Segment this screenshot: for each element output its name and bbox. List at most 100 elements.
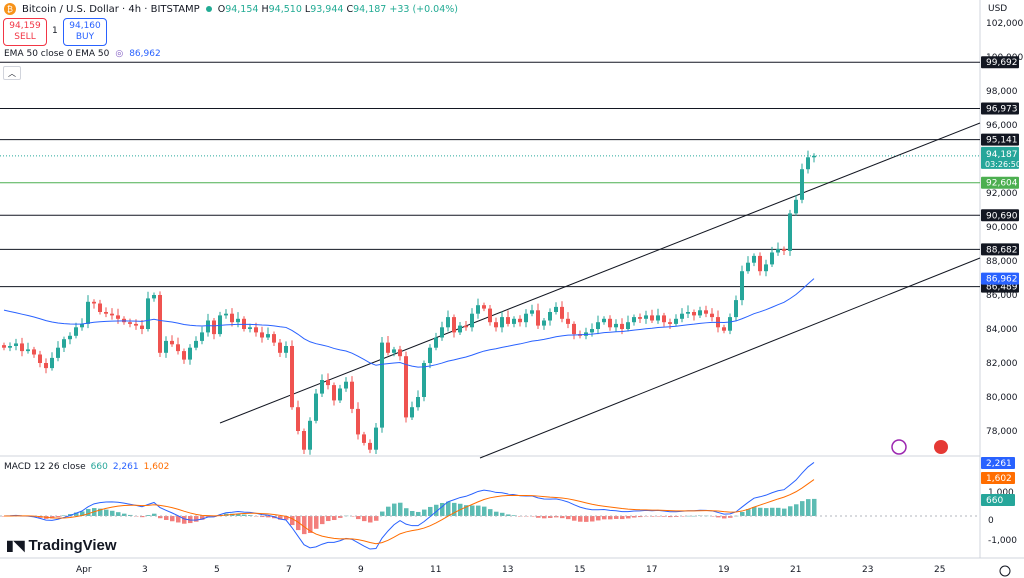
macd-histogram-bar bbox=[530, 516, 535, 517]
macd-histogram-bar bbox=[590, 516, 595, 522]
macd-histogram-bar bbox=[692, 515, 697, 517]
price-tick-label: 96,000 bbox=[986, 121, 1018, 131]
macd-line bbox=[3, 462, 815, 550]
buy-button[interactable]: 94,160 BUY bbox=[63, 18, 107, 46]
macd-histogram-bar bbox=[302, 516, 307, 535]
time-tick-label: 3 bbox=[142, 565, 148, 575]
macd-histogram-bar bbox=[386, 506, 391, 516]
candle bbox=[188, 347, 192, 360]
channel-upper-line bbox=[219, 122, 981, 424]
candle bbox=[440, 327, 444, 338]
macd-histogram-bar bbox=[404, 508, 409, 516]
level-badge bbox=[981, 133, 1019, 146]
currency-label[interactable]: USD bbox=[988, 4, 1008, 14]
candle bbox=[374, 427, 378, 450]
macd-histogram-bar bbox=[788, 506, 793, 516]
candle bbox=[434, 337, 438, 348]
macd-histogram-bar bbox=[686, 515, 691, 517]
time-tick-label: 19 bbox=[718, 565, 730, 575]
candle bbox=[344, 381, 348, 389]
time-tick-label: 11 bbox=[430, 565, 441, 575]
macd-histogram-bar bbox=[656, 516, 661, 517]
candle bbox=[176, 344, 180, 352]
macd-histogram-bar bbox=[614, 516, 619, 519]
price-tick-label: 86,000 bbox=[986, 291, 1018, 301]
macd-histogram-bar bbox=[548, 516, 553, 518]
candle bbox=[614, 323, 618, 328]
level-badge bbox=[981, 102, 1019, 115]
candle bbox=[368, 442, 372, 450]
candle bbox=[194, 340, 198, 348]
candle bbox=[758, 255, 762, 272]
candle bbox=[200, 332, 204, 341]
macd-badge bbox=[981, 457, 1015, 469]
macd-histogram-bar bbox=[260, 516, 265, 518]
candle bbox=[272, 334, 276, 343]
symbol-title[interactable]: Bitcoin / U.S. Dollar · 4h · BITSTAMP bbox=[22, 3, 200, 15]
candle bbox=[800, 169, 804, 200]
macd-histogram-bar bbox=[584, 516, 589, 522]
macd-histogram-bar bbox=[578, 516, 583, 522]
candle bbox=[740, 271, 744, 301]
macd-histogram-bar bbox=[158, 516, 163, 519]
macd-histogram-bar bbox=[632, 516, 637, 518]
macd-histogram-bar bbox=[722, 516, 727, 519]
macd-histogram-bar bbox=[128, 514, 133, 516]
candle bbox=[458, 325, 462, 333]
macd-histogram-bar bbox=[560, 516, 565, 519]
candle bbox=[218, 315, 222, 335]
macd-histogram-bar bbox=[752, 507, 757, 516]
macd-histogram-bar bbox=[140, 516, 145, 518]
macd-histogram-bar bbox=[746, 509, 751, 516]
time-tick-label: 5 bbox=[214, 565, 220, 575]
macd-histogram-bar bbox=[452, 502, 457, 516]
collapse-legend-button[interactable]: ︿ bbox=[3, 66, 21, 80]
macd-histogram-bar bbox=[464, 505, 469, 516]
candle bbox=[50, 357, 54, 369]
candle bbox=[14, 343, 18, 346]
candle bbox=[356, 408, 360, 435]
candle bbox=[254, 327, 258, 333]
candle bbox=[266, 334, 270, 338]
candle bbox=[548, 312, 552, 321]
macd-histogram-bar bbox=[542, 516, 547, 519]
macd-legend[interactable]: MACD 12 26 close 660 2,261 1,602 bbox=[4, 462, 170, 472]
sell-button[interactable]: 94,159 SELL bbox=[3, 18, 47, 46]
candle bbox=[98, 303, 102, 312]
candle bbox=[44, 363, 48, 369]
candle bbox=[212, 320, 216, 335]
ema-legend[interactable]: EMA 50 close 0 EMA 50 ◎ 86,962 bbox=[4, 49, 161, 59]
macd-histogram-bar bbox=[368, 516, 373, 523]
market-open-icon bbox=[205, 6, 212, 12]
macd-histogram-bar bbox=[314, 516, 319, 529]
price-tick-label: 82,000 bbox=[986, 359, 1018, 369]
level-badge-label: 95,141 bbox=[986, 136, 1018, 146]
candle bbox=[698, 310, 702, 316]
candle bbox=[416, 397, 420, 408]
candle bbox=[788, 213, 792, 251]
macd-histogram-bar bbox=[626, 516, 631, 519]
candle bbox=[32, 349, 36, 355]
candle bbox=[110, 313, 114, 316]
candle bbox=[140, 325, 144, 329]
time-tick-label: 13 bbox=[502, 565, 513, 575]
price-tick-label: 90,000 bbox=[986, 223, 1018, 233]
spread-value: 1 bbox=[52, 26, 58, 36]
ema-badge bbox=[981, 272, 1019, 285]
ema-line bbox=[3, 278, 815, 368]
macd-histogram-bar bbox=[416, 511, 421, 516]
level-badge-label: 86,489 bbox=[986, 283, 1018, 293]
candle bbox=[506, 317, 510, 324]
macd-tick-label: -1,000 bbox=[988, 536, 1017, 546]
candle bbox=[608, 318, 612, 328]
macd-histogram-bar bbox=[800, 501, 805, 516]
macd-histogram-bar bbox=[392, 503, 397, 516]
macd-histogram-bar bbox=[164, 516, 169, 520]
macd-histogram-bar bbox=[494, 511, 499, 516]
macd-histogram-bar bbox=[506, 514, 511, 516]
candle bbox=[410, 407, 414, 418]
macd-histogram-bar bbox=[74, 512, 79, 516]
candle bbox=[476, 305, 480, 314]
macd-histogram-bar bbox=[710, 516, 715, 517]
